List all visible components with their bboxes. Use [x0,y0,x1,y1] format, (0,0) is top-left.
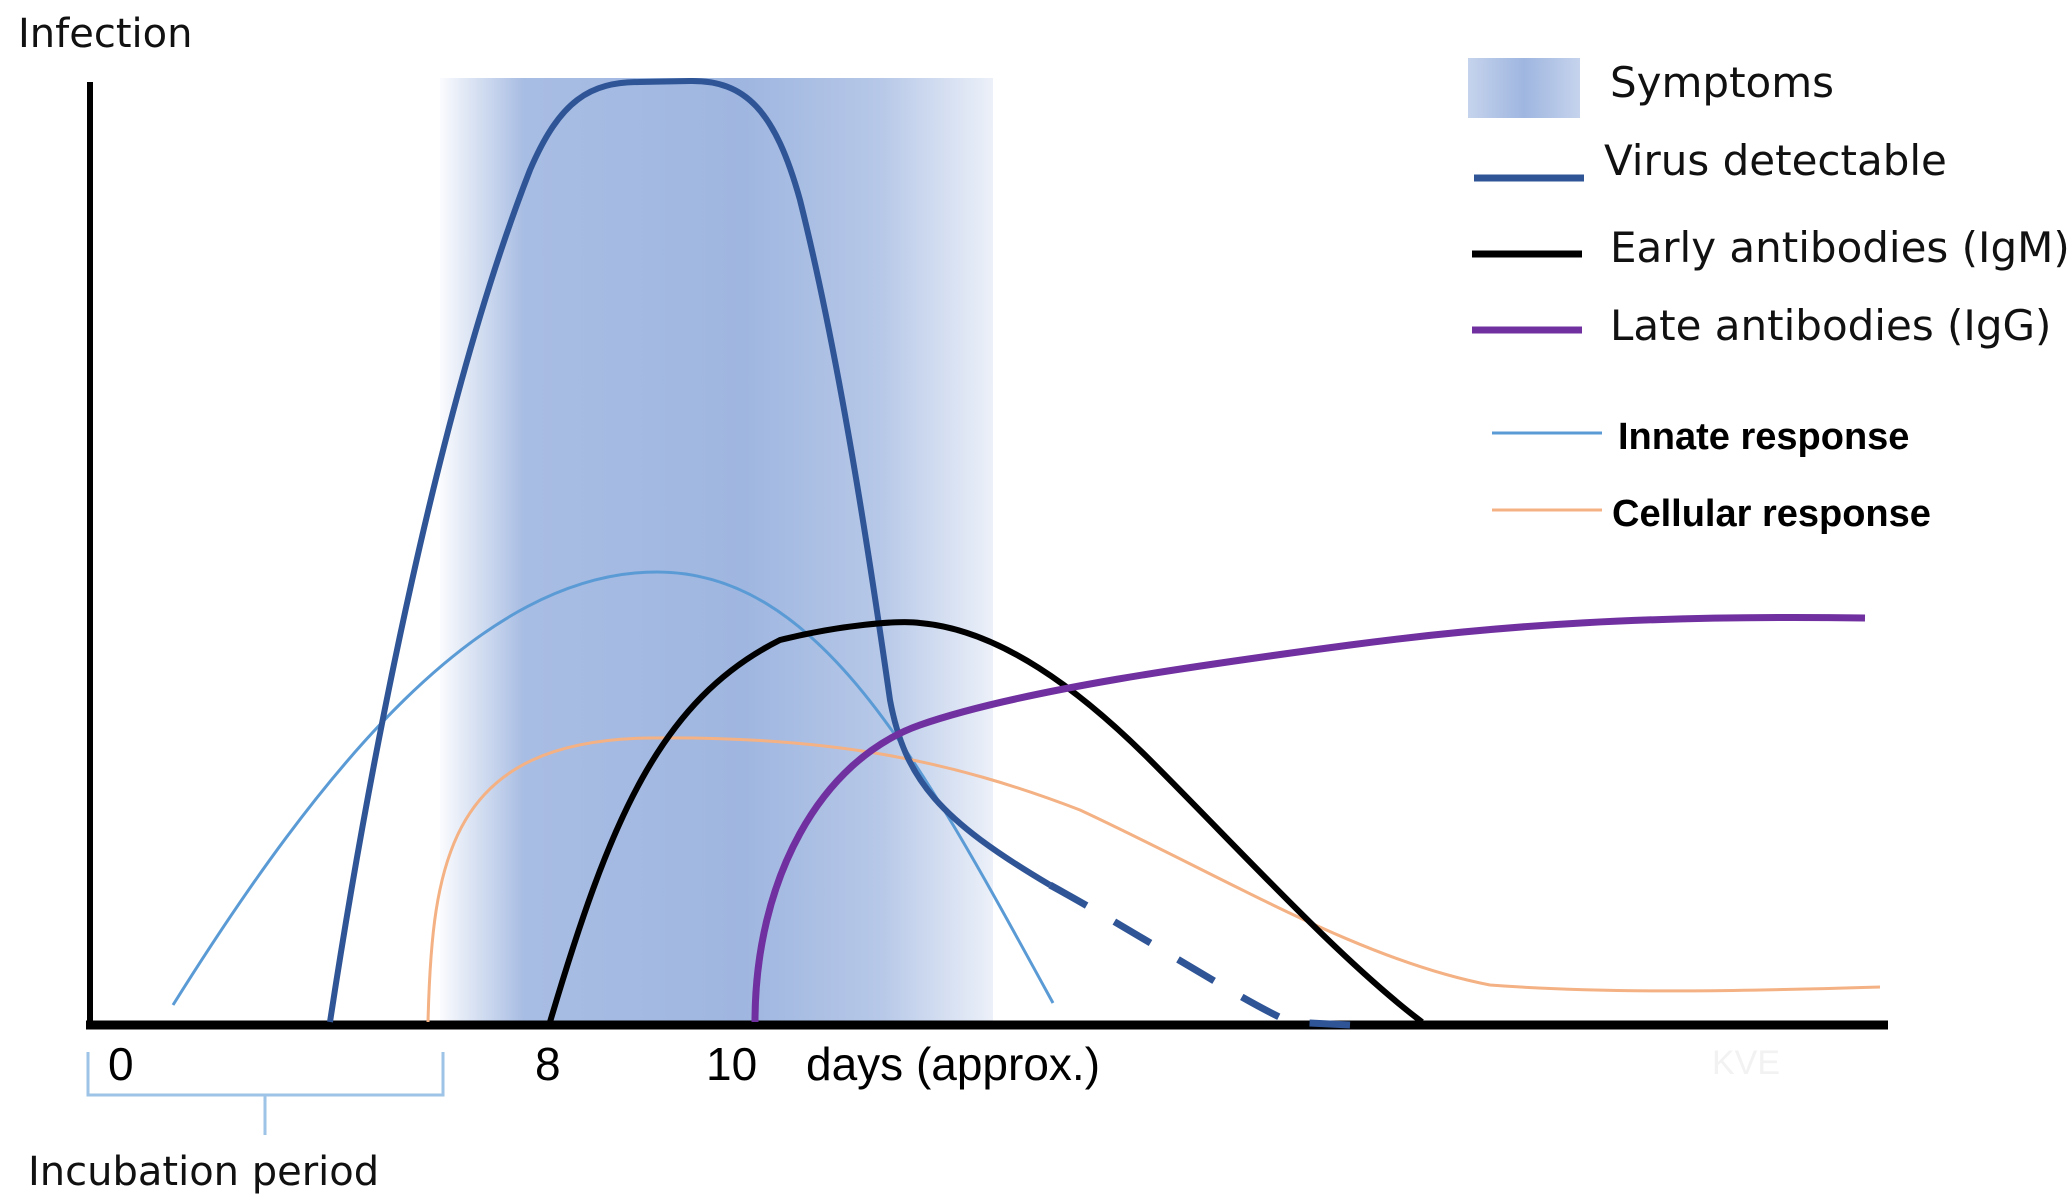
cellular-response-curve [426,736,1881,1023]
legend-virus-label: Virus detectable [1604,136,1947,185]
watermark: KVE [1712,1044,1780,1082]
x-axis-unit: days (approx.) [806,1038,1100,1090]
legend-cellular-label: Cellular response [1612,493,1931,535]
igm-curve [547,619,1424,1025]
x-tick-8: 8 [535,1038,561,1090]
legend-igm-label: Early antibodies (IgM) [1610,223,2070,272]
virus-detectable-dashed [1048,881,1351,1029]
virus-detectable-curve [327,77,1052,1023]
innate-response-curve [171,570,1055,1006]
x-tick-10: 10 [706,1038,757,1090]
igg-curve [751,613,1866,1023]
legend-igg-label: Late antibodies (IgG) [1610,301,2051,350]
x-tick-0: 0 [108,1038,134,1090]
incubation-bracket [86,1052,445,1135]
legend: Symptoms Virus detectable Early antibodi… [1468,58,2070,535]
legend-innate-label: Innate response [1618,416,1909,458]
y-axis-label: Infection [18,11,192,57]
symptoms-band [440,78,993,1022]
incubation-label: Incubation period [28,1149,379,1195]
legend-symptoms-swatch [1468,58,1580,118]
legend-symptoms-label: Symptoms [1610,58,1834,107]
